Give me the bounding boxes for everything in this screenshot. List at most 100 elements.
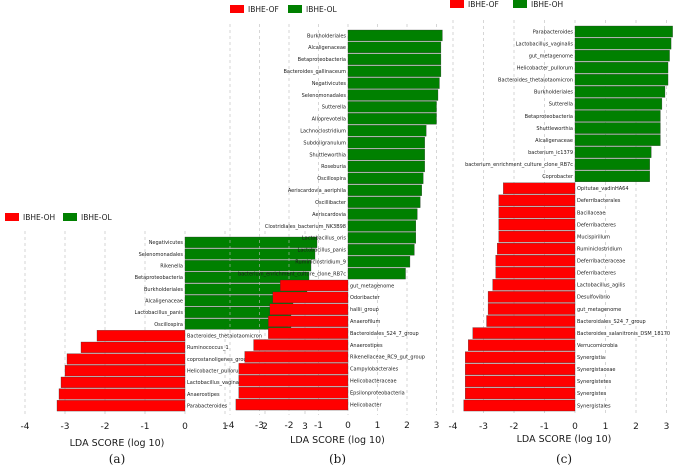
bar [347, 220, 416, 232]
category-label: Synergistetes [577, 379, 612, 385]
category-label: Synergistaceae [577, 367, 616, 373]
bar [347, 29, 443, 42]
category-label: Lactobacillus_vaginalis [516, 41, 574, 47]
tick-label: -1 [540, 422, 549, 432]
bar [574, 170, 650, 182]
category-label: Negativicutes [149, 240, 184, 246]
legend-label: IBHE-OH [23, 213, 55, 222]
tick-label: -3 [61, 422, 70, 432]
category-label: Shuttleworthia [536, 126, 573, 132]
panel-label: (c) [556, 452, 572, 466]
legend-label: IBHE-OF [468, 0, 499, 9]
chart-panel-a: IBHE-OH IBHE-OL Negativicutes Selenomonadal… [5, 213, 318, 466]
bar [347, 160, 425, 173]
tick-label: 0 [182, 422, 188, 432]
category-label: Selenomonadales [302, 93, 347, 99]
legend-swatch [5, 213, 19, 221]
category-label: Ruminiclostridium_9 [295, 259, 346, 265]
bar [66, 353, 186, 365]
bar [468, 339, 576, 351]
category-label: Epsilonproteobacteria [350, 390, 405, 396]
category-label: Lachnoclostridium [300, 129, 346, 135]
category-label: Lactobacillus_oris [302, 236, 347, 242]
bar [574, 62, 669, 74]
category-label: Verrucomicrobia [577, 343, 618, 349]
category-label: Aeriscardovia_aeriphila [288, 188, 346, 194]
tick-label: -4 [449, 422, 458, 432]
bar [498, 230, 576, 243]
category-label: Campylobacterales [350, 367, 399, 373]
tick-label: -3 [479, 422, 488, 432]
tick-label: -3 [255, 421, 264, 431]
category-label: Alcaligenaceae [535, 138, 573, 144]
bar [347, 101, 437, 113]
category-label: Synergistes [577, 391, 607, 397]
bar [347, 41, 442, 54]
bar [347, 125, 427, 137]
bar [465, 351, 576, 363]
bar [347, 65, 442, 77]
category-label: Bacteroides_thetaiotaomicron [498, 78, 573, 84]
bar [574, 74, 669, 86]
legend-swatch [450, 0, 464, 8]
category-label: Bacteroides_thetaiotaomicron [187, 334, 262, 340]
tick-label: 1 [375, 421, 381, 431]
bar [269, 303, 349, 315]
tick-label: -2 [285, 421, 294, 431]
category-label: Oscillospira [154, 322, 183, 328]
bar [347, 89, 439, 101]
bar [56, 400, 186, 412]
category-label: Lactobacillus_vaginalis [187, 380, 245, 386]
category-label: Betaproteobacteria [135, 275, 183, 281]
bar [347, 244, 415, 256]
bar [347, 77, 440, 89]
bar [347, 53, 442, 65]
bar [279, 279, 349, 292]
bar [472, 327, 576, 339]
category-label: Helicobacter_pullorum [517, 66, 573, 72]
bar [347, 137, 425, 149]
category-label: gut_metagenome [577, 307, 621, 313]
category-label: Oscillospira [317, 176, 346, 182]
tick-label: 1 [603, 422, 609, 432]
x-axis-title: LDA SCORE (log 10) [290, 435, 385, 446]
bar [64, 365, 186, 377]
x-axis-title: LDA SCORE (log 10) [70, 438, 165, 449]
category-label: Parabacteroides [533, 29, 574, 35]
category-label: Bacteroides_gallinaceum [283, 69, 346, 75]
category-label: Burkholderiales [534, 90, 573, 96]
bar [498, 194, 576, 207]
bar [574, 122, 661, 134]
bar [463, 399, 576, 412]
bar [498, 218, 576, 231]
bar [465, 387, 576, 400]
bar [184, 236, 318, 248]
bar [238, 375, 349, 387]
bar [235, 398, 349, 411]
category-label: Synergistales [577, 403, 611, 409]
bar [347, 184, 422, 196]
category-label: Roseburia [321, 164, 346, 170]
bar [238, 363, 349, 375]
bar [497, 242, 576, 255]
bar [574, 98, 663, 110]
category-label: Clostridiales_bacterium_NK3B98 [265, 224, 346, 230]
chart-panel-c: IBHE-OF IBHE-OH Parabacteroides Lactobacill… [449, 0, 673, 466]
category-label: Helicobacter [350, 402, 382, 408]
bar [574, 146, 652, 158]
panel-label: (b) [329, 452, 346, 466]
category-label: Mucispirillum [577, 234, 610, 240]
category-label: Ruminiclostridium [577, 246, 622, 252]
bar [347, 208, 418, 220]
category-label: Bacteroidales_S24_7_group [350, 331, 419, 337]
legend-swatch [230, 5, 244, 13]
category-label: bacterium_ic1379 [528, 150, 573, 156]
category-label: Betaproteobacteria [298, 57, 346, 63]
tick-label: 3 [302, 422, 308, 432]
category-label: bacterium_enrichment_culture_clone_RB7c [465, 162, 573, 168]
bar [465, 375, 576, 388]
category-label: Alcaligenaceae [145, 299, 183, 305]
category-label: Deferribacteres [577, 271, 616, 277]
bar [184, 260, 312, 272]
bar [347, 232, 416, 244]
